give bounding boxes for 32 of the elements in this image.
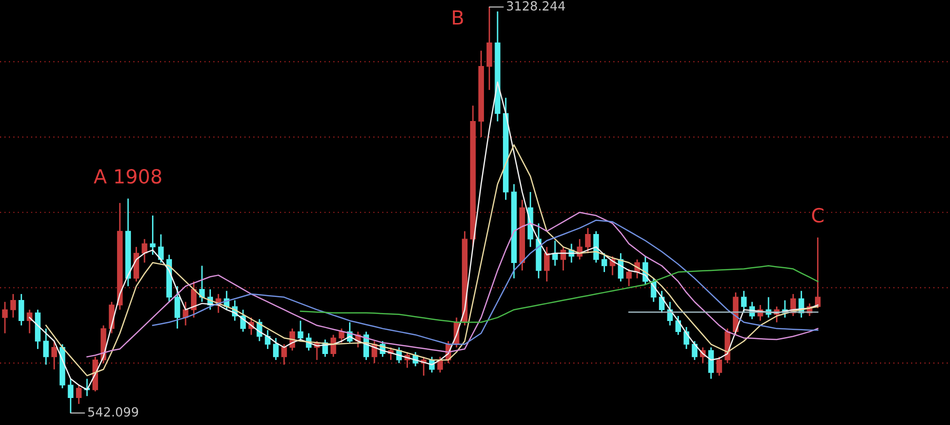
candlestick [273,337,279,361]
candlestick [174,285,180,330]
annotation: 542.099 [88,407,138,417]
candlestick [708,346,714,380]
candlestick [544,246,550,282]
candlestick [182,301,188,326]
candlestick [26,309,32,334]
candlestick [150,214,156,256]
candlestick [43,328,49,366]
annotation: A 1908 [94,168,162,184]
candlestick [601,252,608,273]
annotation: B [452,10,463,25]
candlestick [68,378,74,413]
candlestick [142,238,148,264]
candlestick [2,301,8,334]
candlestick [552,240,558,266]
candlestick [741,290,747,314]
candlestick [158,234,164,264]
candlestick [626,268,632,287]
annotation: 3128.244 [506,1,565,11]
candlestick [585,227,591,254]
candlestick [298,320,304,342]
candlestick [76,384,82,405]
candlestick [338,328,344,344]
candlestick [486,7,492,91]
candlestick [281,344,287,366]
candlestick [716,356,722,376]
annotation: C [812,208,824,223]
candlestick [51,340,58,370]
candlestick [18,293,24,326]
candlestick [10,293,16,318]
candlestick [199,265,205,303]
